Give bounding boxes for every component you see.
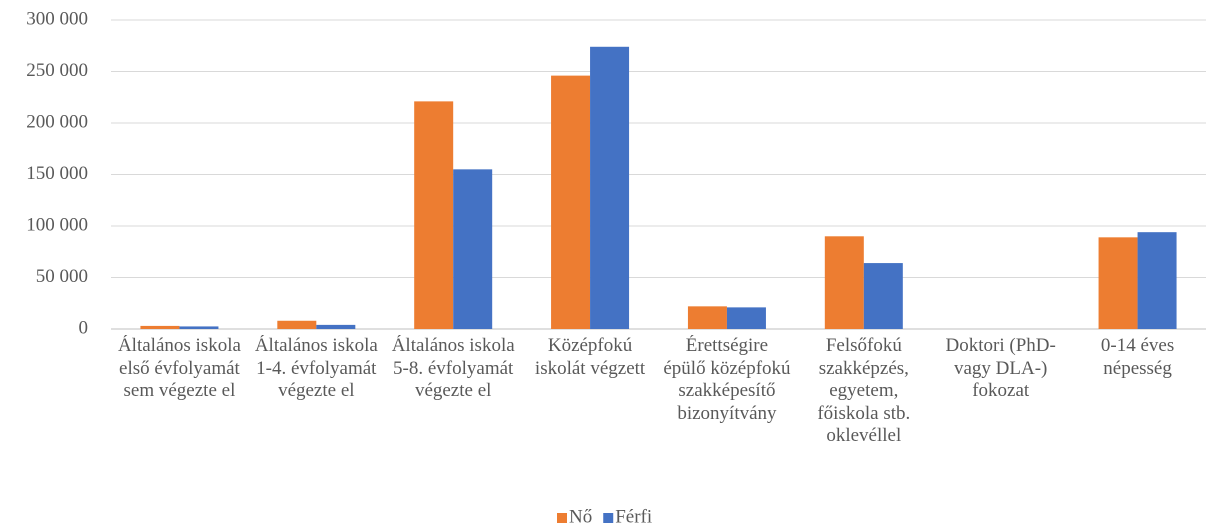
y-tick-label: 100 000 — [26, 214, 88, 235]
legend-label: Férfi — [615, 506, 652, 527]
legend-swatch — [603, 513, 614, 523]
bar — [1137, 232, 1177, 329]
bar — [687, 306, 727, 329]
x-tick-label: Általános iskola 5-8. évfolyamát végezte… — [391, 335, 515, 401]
bar — [551, 75, 591, 330]
x-tick-label-box: Középfokú iskolát végzett — [534, 335, 646, 379]
y-tick-label: 0 — [79, 317, 89, 338]
x-tick-label: Érettségire épülő középfokú szakképesítő… — [663, 335, 791, 424]
bar — [453, 169, 493, 329]
x-tick-label-box: 0-14 éves népesség — [1100, 335, 1175, 379]
x-tick-label: Középfokú iskolát végzett — [534, 335, 646, 379]
x-tick-label: Felsőfokú szakképzés, egyetem, főiskola … — [817, 335, 911, 446]
bar — [590, 46, 630, 329]
x-tick-label: Általános iskola első évfolyamát sem vég… — [117, 335, 241, 401]
bar — [824, 236, 864, 329]
bar — [1098, 237, 1138, 329]
legend-label: Nő — [569, 506, 592, 527]
y-tick-label: 300 000 — [26, 8, 88, 29]
x-tick-label-box: Felsőfokú szakképzés, egyetem, főiskola … — [817, 335, 911, 446]
y-tick-label: 50 000 — [36, 266, 88, 287]
legend-swatch — [557, 513, 567, 523]
x-tick-label-box: Általános iskola 5-8. évfolyamát végezte… — [391, 335, 515, 401]
y-tick-label: 250 000 — [26, 60, 88, 81]
x-tick-label: Doktori (PhD- vagy DLA-) fokozat — [945, 335, 1056, 401]
x-tick-label: Általános iskola 1-4. évfolyamát végezte… — [254, 335, 378, 401]
x-tick-label-box: Doktori (PhD- vagy DLA-) fokozat — [945, 335, 1056, 401]
bar — [140, 325, 180, 329]
y-tick-label: 150 000 — [26, 163, 88, 184]
bar — [863, 263, 903, 329]
bar — [726, 307, 766, 329]
x-tick-label-box: Általános iskola első évfolyamát sem vég… — [117, 335, 241, 401]
x-tick-label-box: Általános iskola 1-4. évfolyamát végezte… — [254, 335, 378, 401]
x-tick-label: 0-14 éves népesség — [1100, 335, 1175, 379]
y-tick-label: 200 000 — [26, 111, 88, 132]
bar — [316, 324, 356, 329]
bar — [414, 101, 454, 330]
bar — [277, 320, 317, 329]
x-tick-label-box: Érettségire épülő középfokú szakképesítő… — [663, 335, 791, 424]
bar — [179, 326, 219, 329]
